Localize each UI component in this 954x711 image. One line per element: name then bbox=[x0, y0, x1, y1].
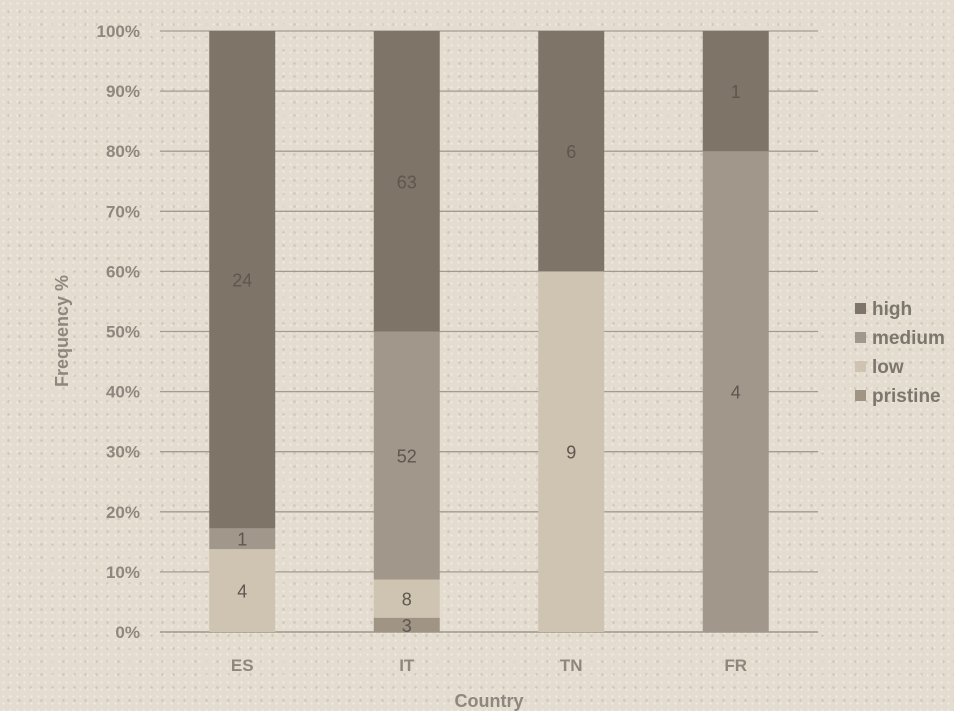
bar-segment-medium bbox=[702, 151, 769, 632]
bar-segment-medium bbox=[373, 331, 440, 580]
legend-label: pristine bbox=[872, 386, 941, 407]
x-axis-title: Country bbox=[455, 691, 524, 711]
y-tick-label: 30% bbox=[106, 443, 140, 462]
bar-segment-high bbox=[702, 31, 769, 152]
legend-swatch bbox=[855, 332, 866, 343]
legend: high medium low pristine bbox=[855, 299, 945, 407]
legend-swatch bbox=[855, 390, 866, 401]
bar-segment-high bbox=[538, 31, 605, 272]
y-tick-label: 0% bbox=[115, 623, 140, 642]
legend-label: low bbox=[872, 357, 904, 378]
bar-segment-high bbox=[373, 31, 440, 332]
bar-segment-low bbox=[209, 549, 276, 632]
y-tick-label: 80% bbox=[106, 142, 140, 161]
y-tick-label: 60% bbox=[106, 262, 140, 281]
data-label: 1 bbox=[731, 82, 741, 102]
bar-segment-high bbox=[209, 31, 276, 529]
data-label: 8 bbox=[402, 590, 412, 610]
x-tick-label: FR bbox=[724, 656, 747, 675]
x-tick-label: IT bbox=[399, 656, 415, 675]
bar-segment-low bbox=[538, 271, 605, 632]
y-tick-label: 70% bbox=[106, 202, 140, 221]
y-tick-label: 50% bbox=[106, 323, 140, 342]
data-label: 63 bbox=[397, 172, 417, 192]
bar-segment-low bbox=[373, 579, 440, 618]
y-tick-label: 40% bbox=[106, 383, 140, 402]
legend-swatch bbox=[855, 361, 866, 372]
data-label: 24 bbox=[232, 271, 252, 291]
y-axis-title: Frequency % bbox=[52, 275, 72, 387]
data-label: 9 bbox=[566, 443, 576, 463]
data-label: 3 bbox=[402, 616, 412, 636]
data-label: 52 bbox=[397, 447, 417, 467]
y-tick-label: 10% bbox=[106, 563, 140, 582]
data-label: 4 bbox=[731, 383, 741, 403]
y-tick-label: 100% bbox=[97, 22, 140, 41]
x-tick-label: ES bbox=[231, 656, 254, 675]
bar-segment-pristine bbox=[373, 617, 440, 632]
y-tick-label: 20% bbox=[106, 503, 140, 522]
y-tick-labels: 0% 10% 20% 30% 40% 50% 60% 70% 80% 90% 100% bbox=[97, 22, 140, 642]
x-tick-label: TN bbox=[560, 656, 583, 675]
data-label: 6 bbox=[566, 142, 576, 162]
x-tick-labels: ES IT TN FR bbox=[231, 656, 747, 675]
legend-swatch bbox=[855, 303, 866, 314]
bar-segment-medium bbox=[209, 528, 276, 550]
y-tick-label: 90% bbox=[106, 82, 140, 101]
data-label: 4 bbox=[237, 582, 247, 602]
data-label: 1 bbox=[237, 530, 247, 550]
legend-label: medium bbox=[872, 328, 945, 349]
legend-label: high bbox=[872, 299, 912, 320]
